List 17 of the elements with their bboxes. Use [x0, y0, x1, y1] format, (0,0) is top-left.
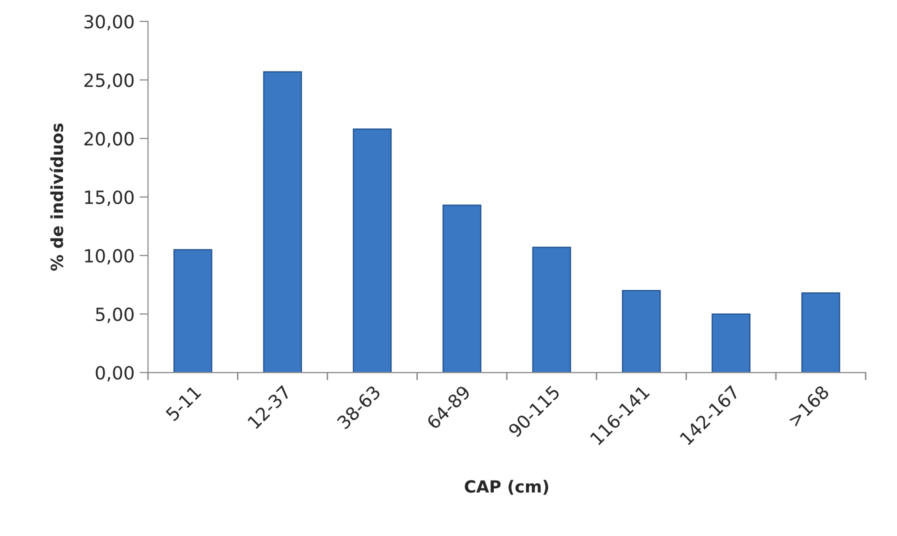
bar	[801, 292, 840, 373]
bar	[352, 128, 392, 373]
y-tick-label: 20,00	[84, 132, 134, 148]
y-tick-label: 0,00	[96, 366, 134, 382]
y-tick-label: 25,00	[84, 73, 134, 89]
bar	[442, 204, 482, 373]
y-axis-title: % de indivíduos	[50, 124, 64, 271]
bar	[263, 71, 302, 373]
bar	[532, 246, 572, 373]
x-axis-title: CAP (cm)	[464, 480, 548, 495]
y-tick-label: 10,00	[85, 248, 134, 264]
y-tick-label: 5,00	[96, 307, 134, 323]
y-tick-label: 30,00	[84, 14, 134, 30]
bar	[622, 290, 661, 373]
bar	[173, 249, 212, 373]
y-tick-label: 15,00	[85, 190, 134, 206]
bar	[712, 313, 750, 373]
